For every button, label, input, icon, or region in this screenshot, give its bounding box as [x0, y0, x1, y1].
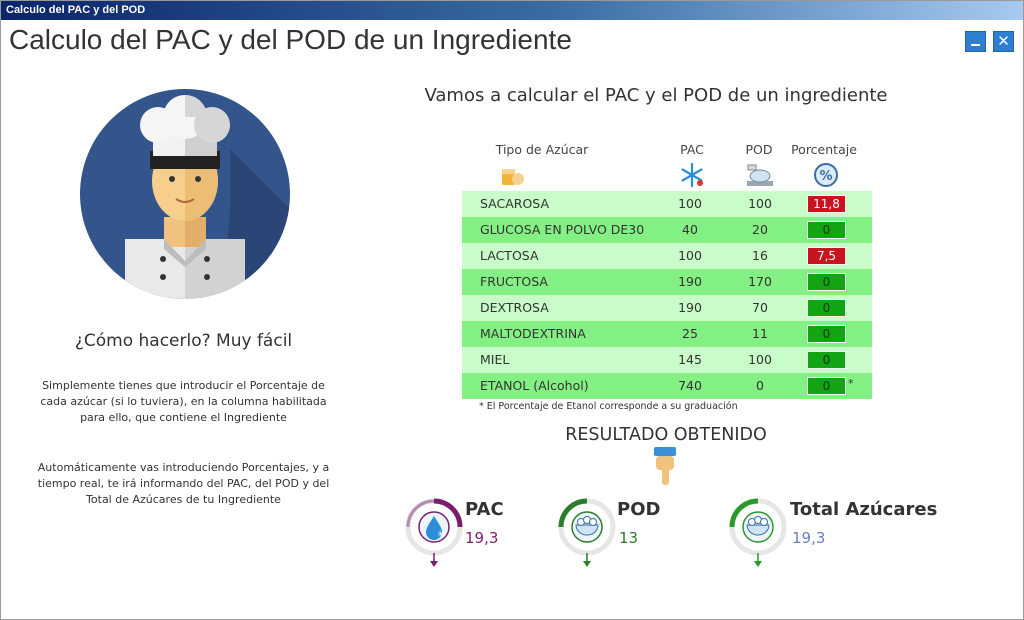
pac-cell: 100: [678, 196, 702, 211]
header-pod: POD: [745, 142, 773, 157]
percentage-input[interactable]: 0: [807, 377, 846, 395]
calc-title: Vamos a calcular el PAC y el POD de un i…: [424, 85, 888, 106]
header-tipo: Tipo de Azúcar: [495, 142, 589, 157]
pac-gauge-icon: ✳: [405, 498, 463, 567]
total-gauge-icon: [729, 498, 787, 567]
close-button[interactable]: ✕: [993, 31, 1014, 52]
table-row: LACTOSA 100 16 7,5: [462, 243, 872, 269]
pod-cell: 100: [748, 196, 772, 211]
realtime-info-paragraph: Automáticamente vas introduciendo Porcen…: [37, 461, 330, 506]
table-row: ETANOL (Alcohol) 740 0 0 *: [462, 373, 872, 399]
total-label: Total Azúcares: [790, 499, 938, 520]
sugar-name: SACAROSA: [480, 196, 550, 211]
pointing-hand-icon: [654, 447, 676, 485]
svg-text:%: %: [819, 169, 832, 184]
percentage-input[interactable]: 0: [807, 325, 846, 343]
table-row: MIEL 145 100 0: [462, 347, 872, 373]
table-row: MALTODEXTRINA 25 11 0: [462, 321, 872, 347]
pod-cell: 70: [752, 300, 768, 315]
pac-cell: 40: [682, 222, 698, 237]
pac-cell: 145: [678, 352, 702, 367]
header-porcentaje: Porcentaje: [791, 142, 857, 157]
percentage-input[interactable]: 7,5: [807, 247, 846, 265]
etanol-footnote: * El Porcentaje de Etanol corresponde a …: [479, 401, 738, 412]
table-row: SACAROSA 100 100 11,8: [462, 191, 872, 217]
sugar-name: MIEL: [480, 352, 510, 367]
scale-icon: [747, 164, 773, 186]
percentage-input[interactable]: 0: [807, 273, 846, 291]
pac-cell: 25: [682, 326, 698, 341]
percentage-input[interactable]: 0: [807, 221, 846, 239]
minimize-button[interactable]: [965, 31, 986, 52]
pac-cell: 100: [678, 248, 702, 263]
percent-icon: %: [814, 163, 838, 187]
table-row: DEXTROSA 190 70 0: [462, 295, 872, 321]
pod-cell: 20: [752, 222, 768, 237]
svg-text:✳: ✳: [437, 530, 445, 540]
pod-cell: 16: [752, 248, 768, 263]
close-icon: ✕: [997, 32, 1010, 50]
table-row: GLUCOSA EN POLVO DE30 40 20 0: [462, 217, 872, 243]
chef-icon: [80, 89, 290, 299]
how-title: ¿Cómo hacerlo? Muy fácil: [74, 331, 293, 351]
sugar-name: MALTODEXTRINA: [480, 326, 586, 341]
sugar-icon: [502, 169, 524, 185]
pac-cell: 190: [678, 274, 702, 289]
pod-cell: 0: [756, 378, 764, 393]
sugar-name: DEXTROSA: [480, 300, 549, 315]
pod-value: 13: [619, 529, 639, 547]
pod-cell: 100: [748, 352, 772, 367]
pod-label: POD: [617, 499, 661, 520]
pod-gauge-icon: [558, 498, 616, 567]
percentage-input[interactable]: 0: [807, 351, 846, 369]
percentage-input[interactable]: 11,8: [807, 195, 846, 213]
header-pac: PAC: [680, 142, 704, 157]
snowflake-icon: [681, 162, 703, 188]
pod-cell: 11: [752, 326, 768, 341]
instructions-paragraph: Simplemente tienes que introducir el Por…: [40, 379, 327, 424]
sugar-name: FRUCTOSA: [480, 274, 548, 289]
table-row: FRUCTOSA 190 170 0: [462, 269, 872, 295]
pod-cell: 170: [748, 274, 772, 289]
percentage-input[interactable]: 0: [807, 299, 846, 317]
page-title: Calculo del PAC y del POD de un Ingredie…: [9, 24, 572, 55]
pac-cell: 740: [678, 378, 702, 393]
result-title: RESULTADO OBTENIDO: [565, 425, 767, 445]
pac-cell: 190: [678, 300, 702, 315]
window-titlebar[interactable]: Calculo del PAC y del POD: [1, 1, 1023, 20]
sugar-name: GLUCOSA EN POLVO DE30: [480, 222, 645, 237]
pac-value: 19,3: [465, 529, 499, 547]
pac-label: PAC: [465, 499, 504, 520]
sugar-rows: SACAROSA 100 100 11,8 GLUCOSA EN POLVO DE30 4…: [462, 191, 872, 399]
sugar-name: ETANOL (Alcohol): [480, 378, 589, 393]
footnote-marker: *: [848, 377, 854, 390]
total-value: 19,3: [792, 529, 826, 547]
sugar-name: LACTOSA: [480, 248, 539, 263]
